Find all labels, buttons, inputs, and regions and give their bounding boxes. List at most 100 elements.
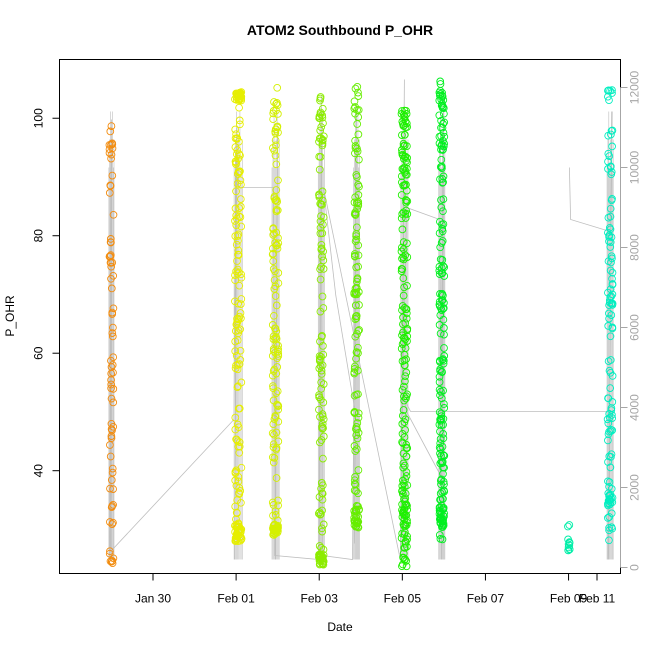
- data-point: [236, 120, 244, 129]
- data-point: [355, 326, 363, 334]
- data-point: [316, 110, 325, 118]
- data-point: [237, 180, 245, 189]
- data-point: [398, 331, 406, 340]
- data-point: [605, 231, 614, 240]
- data-point: [607, 311, 616, 319]
- data-point: [235, 116, 244, 125]
- data-point: [273, 354, 282, 363]
- data-point: [565, 545, 574, 554]
- data-point: [236, 202, 245, 211]
- data-point: [398, 420, 407, 428]
- data-point: [271, 511, 280, 519]
- data-point: [317, 263, 325, 271]
- data-point: [235, 484, 244, 492]
- data-point: [234, 250, 242, 259]
- data-point: [232, 214, 241, 223]
- data-point: [435, 531, 444, 539]
- data-point: [109, 485, 117, 493]
- data-point: [352, 390, 361, 399]
- data-point: [435, 510, 444, 518]
- data-point: [402, 355, 410, 364]
- data-point: [401, 210, 410, 218]
- data-point: [352, 235, 361, 244]
- data-point: [317, 123, 326, 131]
- data-point: [439, 262, 448, 270]
- data-point: [400, 396, 408, 405]
- data-point: [606, 368, 615, 377]
- data-point: [319, 380, 328, 388]
- data-point: [403, 164, 411, 173]
- data-point: [107, 262, 116, 271]
- data-point: [235, 204, 244, 212]
- data-point: [399, 208, 408, 217]
- scatter-series: [105, 77, 617, 571]
- data-point: [233, 527, 242, 535]
- data-point: [354, 241, 363, 250]
- data-point: [398, 439, 407, 448]
- data-point: [400, 361, 409, 370]
- data-point: [271, 282, 280, 291]
- data-point: [272, 428, 281, 437]
- data-point: [436, 507, 444, 516]
- data-point: [109, 368, 117, 377]
- data-point: [607, 453, 615, 461]
- data-point: [318, 104, 327, 113]
- data-point: [108, 140, 117, 149]
- data-point: [398, 243, 406, 252]
- data-point: [607, 406, 616, 414]
- data-point: [606, 243, 615, 251]
- data-point: [604, 357, 613, 366]
- data-point: [439, 120, 447, 128]
- data-point: [272, 445, 281, 454]
- data-point: [607, 425, 615, 434]
- data-point: [401, 497, 409, 506]
- data-point: [351, 142, 360, 150]
- x-tick-label: Feb 05: [384, 592, 422, 606]
- data-point: [351, 301, 360, 310]
- data-point: [232, 508, 241, 517]
- data-point: [315, 391, 323, 399]
- data-point: [438, 123, 447, 132]
- data-point: [318, 135, 327, 144]
- data-point: [233, 383, 242, 392]
- data-point: [232, 187, 240, 196]
- x-tick-label: Feb 07: [467, 592, 505, 606]
- data-point: [439, 451, 448, 459]
- y2-tick-label: 4000: [628, 394, 642, 421]
- data-point: [403, 123, 411, 131]
- data-point: [106, 452, 115, 461]
- data-point: [402, 198, 410, 207]
- data-point: [317, 366, 326, 375]
- x-axis-label: Date: [327, 620, 353, 634]
- data-point: [398, 529, 407, 538]
- data-point: [234, 154, 243, 163]
- data-point: [352, 501, 361, 510]
- data-point: [234, 236, 242, 245]
- x-tick-label: Jan 30: [135, 592, 171, 606]
- data-point: [350, 409, 359, 417]
- data-point: [106, 238, 115, 246]
- y2-axis: 0 2000 4000 6000 8000 10000 12000: [620, 70, 642, 571]
- data-point: [439, 104, 448, 112]
- data-point: [402, 309, 411, 318]
- data-point: [272, 160, 281, 169]
- y2-tick-label: 8000: [628, 234, 642, 261]
- data-point: [109, 323, 117, 332]
- data-point: [403, 239, 411, 248]
- data-point: [399, 274, 408, 283]
- data-point: [319, 265, 328, 273]
- data-point: [231, 537, 240, 545]
- data-point: [353, 330, 361, 338]
- data-point: [315, 357, 324, 365]
- data-point: [608, 86, 616, 94]
- data-point: [436, 365, 444, 374]
- data-point: [604, 149, 613, 158]
- data-point: [235, 442, 244, 451]
- data-point: [403, 535, 411, 544]
- data-point: [435, 372, 444, 381]
- data-point: [440, 109, 448, 118]
- data-point: [435, 378, 444, 386]
- data-point: [439, 315, 448, 324]
- data-point: [352, 431, 361, 440]
- data-point: [436, 329, 445, 338]
